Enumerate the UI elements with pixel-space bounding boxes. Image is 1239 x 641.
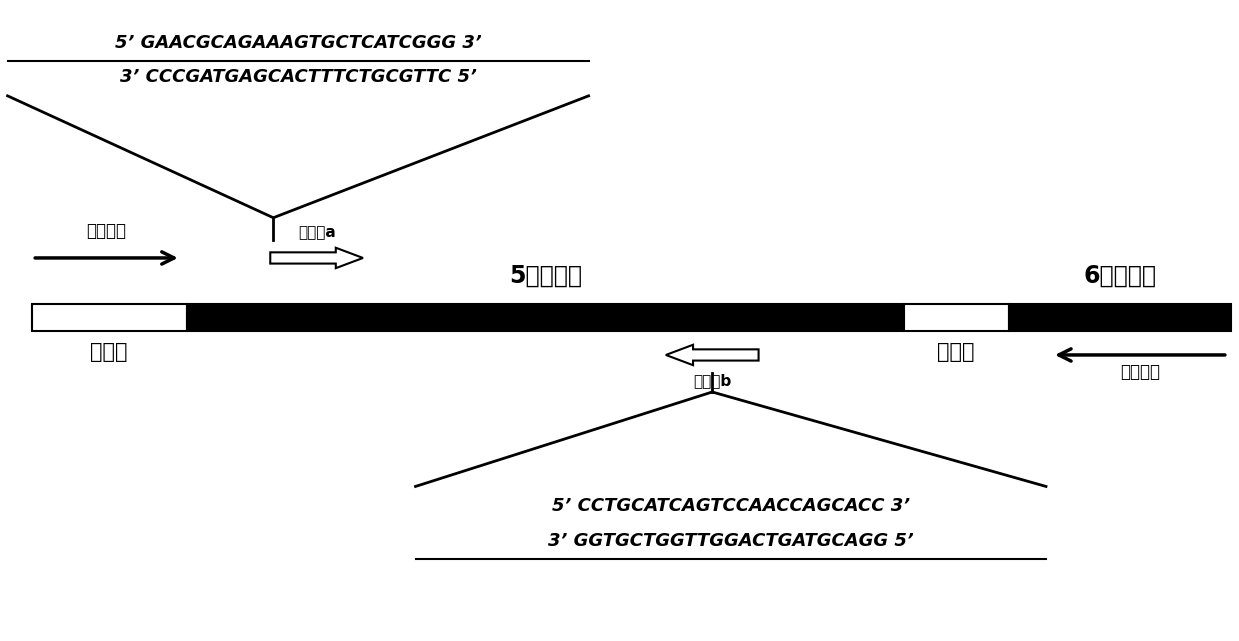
Bar — [1009, 304, 1232, 331]
Text: 靶位点b: 靶位点b — [693, 373, 731, 388]
Text: 3’ GGTGCTGGTTGGACTGATGCAGG 5’: 3’ GGTGCTGGTTGGACTGATGCAGG 5’ — [548, 531, 913, 550]
Text: 靶位点a: 靶位点a — [297, 225, 336, 240]
Bar — [187, 304, 903, 331]
FancyArrow shape — [665, 345, 758, 365]
Text: 上游引物: 上游引物 — [87, 222, 126, 240]
Text: 5’ CCTGCATCAGTCCAACCAGCACC 3’: 5’ CCTGCATCAGTCCAACCAGCACC 3’ — [551, 497, 909, 515]
Text: 内含子: 内含子 — [937, 342, 975, 362]
Text: 下游引物: 下游引物 — [1120, 363, 1160, 381]
Text: 内含子: 内含子 — [90, 342, 128, 362]
Text: 6号外显子: 6号外显子 — [1084, 264, 1157, 288]
Bar — [903, 304, 1009, 331]
FancyArrow shape — [270, 247, 363, 268]
Bar — [32, 304, 187, 331]
Text: 5’ GAACGCAGAAAGTGCTCATCGGG 3’: 5’ GAACGCAGAAAGTGCTCATCGGG 3’ — [115, 34, 482, 52]
Text: 5号外显子: 5号外显子 — [509, 264, 582, 288]
Text: 3’ CCCGATGAGCACTTTCTGCGTTC 5’: 3’ CCCGATGAGCACTTTCTGCGTTC 5’ — [120, 68, 477, 86]
